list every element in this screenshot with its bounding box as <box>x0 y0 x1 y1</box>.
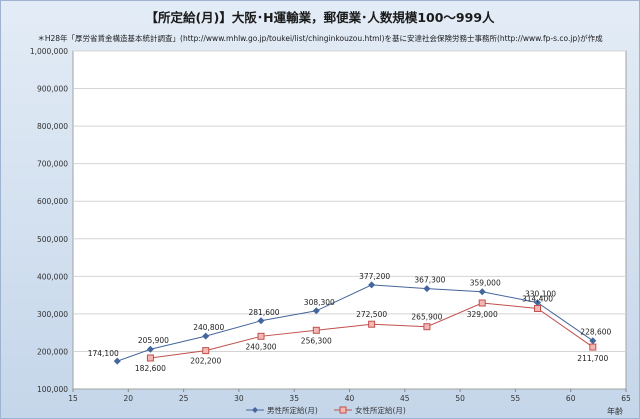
data-labels: 174,100 205,900 240,800 281,600 308,300 377,2… <box>88 272 612 373</box>
legend-marker <box>252 407 258 413</box>
data-point-marker <box>202 347 210 355</box>
y-tick-label: 800,000 <box>37 122 68 131</box>
series-line-1 <box>117 284 594 362</box>
legend: 男性所定給(月) 女性所定給(月) <box>246 405 406 415</box>
data-label: 228,600 <box>580 328 611 337</box>
legend-entry: 男性所定給(月) <box>267 405 318 415</box>
data-label: 205,900 <box>138 336 169 345</box>
data-point-marker <box>589 343 597 351</box>
data-point-marker <box>312 307 320 315</box>
data-label: 211,700 <box>577 354 608 363</box>
data-label: 256,300 <box>301 336 332 345</box>
y-tick-label: 700,000 <box>37 160 68 169</box>
data-label: 367,300 <box>414 276 445 285</box>
y-tick-label: 600,000 <box>37 197 68 206</box>
data-label: 240,300 <box>246 342 277 351</box>
chart-subtitle: ＊H28年「厚労省賃金構造基本統計調査」(http://www.mhlw.go.… <box>37 33 603 43</box>
data-label: 377,200 <box>359 272 390 281</box>
data-point-marker <box>146 345 154 353</box>
plot-area <box>72 50 627 390</box>
data-label: 240,800 <box>193 323 224 332</box>
chart-title: 【所定給(月)】大阪･H運輸業，郵便業･人数規模100～999人 <box>145 10 495 25</box>
data-label: 265,900 <box>411 313 442 322</box>
y-tick-label: 1,000,000 <box>30 47 68 56</box>
data-label: 174,100 <box>88 349 119 358</box>
x-axis-ticks: 15 20 25 30 35 40 45 50 55 60 65 <box>68 389 631 403</box>
data-point-marker <box>534 304 542 312</box>
x-tick-label: 60 <box>566 394 576 403</box>
x-tick-label: 20 <box>124 394 134 403</box>
data-label: 308,300 <box>304 298 335 307</box>
y-tick-label: 200,000 <box>37 347 68 356</box>
data-point-marker <box>423 323 431 331</box>
x-tick-label: 45 <box>400 394 410 403</box>
data-point-marker <box>368 281 376 289</box>
data-point-marker <box>257 317 265 325</box>
data-label: 329,000 <box>467 310 498 319</box>
data-point-marker <box>478 288 486 296</box>
y-tick-label: 400,000 <box>37 272 68 281</box>
data-point-marker <box>589 337 597 345</box>
x-tick-label: 15 <box>68 394 78 403</box>
data-point-marker <box>257 332 265 340</box>
x-tick-label: 35 <box>289 394 299 403</box>
data-point-marker <box>368 320 376 328</box>
data-point-marker <box>202 332 210 340</box>
y-tick-label: 300,000 <box>37 310 68 319</box>
y-tick-label: 900,000 <box>37 85 68 94</box>
data-point-marker <box>312 326 320 334</box>
gridlines <box>73 50 626 352</box>
data-point-marker <box>113 357 121 365</box>
x-tick-label: 30 <box>234 394 244 403</box>
x-tick-label: 55 <box>511 394 521 403</box>
data-point-marker <box>534 299 542 307</box>
data-point-marker <box>146 354 154 362</box>
x-tick-label: 50 <box>455 394 465 403</box>
y-axis-ticks: 100,000 200,000 300,000 400,000 500,000 600,0… <box>30 47 68 394</box>
data-label: 202,200 <box>190 357 221 366</box>
x-axis-title: 年齢 <box>607 406 623 416</box>
legend-entry: 女性所定給(月) <box>355 405 406 415</box>
x-tick-label: 25 <box>179 394 189 403</box>
data-label: 281,600 <box>249 308 280 317</box>
x-tick-label: 65 <box>621 394 631 403</box>
data-point-marker <box>423 285 431 293</box>
data-label: 272,500 <box>356 310 387 319</box>
data-label: 314,400 <box>522 294 553 303</box>
x-tick-label: 40 <box>345 394 355 403</box>
y-tick-label: 100,000 <box>37 385 68 394</box>
y-tick-label: 500,000 <box>37 235 68 244</box>
data-label: 182,600 <box>135 364 166 373</box>
series-layer <box>113 281 597 365</box>
data-point-marker <box>478 299 486 307</box>
data-label: 359,000 <box>470 279 501 288</box>
legend-marker <box>339 406 347 414</box>
data-label: 330,100 <box>525 290 556 299</box>
